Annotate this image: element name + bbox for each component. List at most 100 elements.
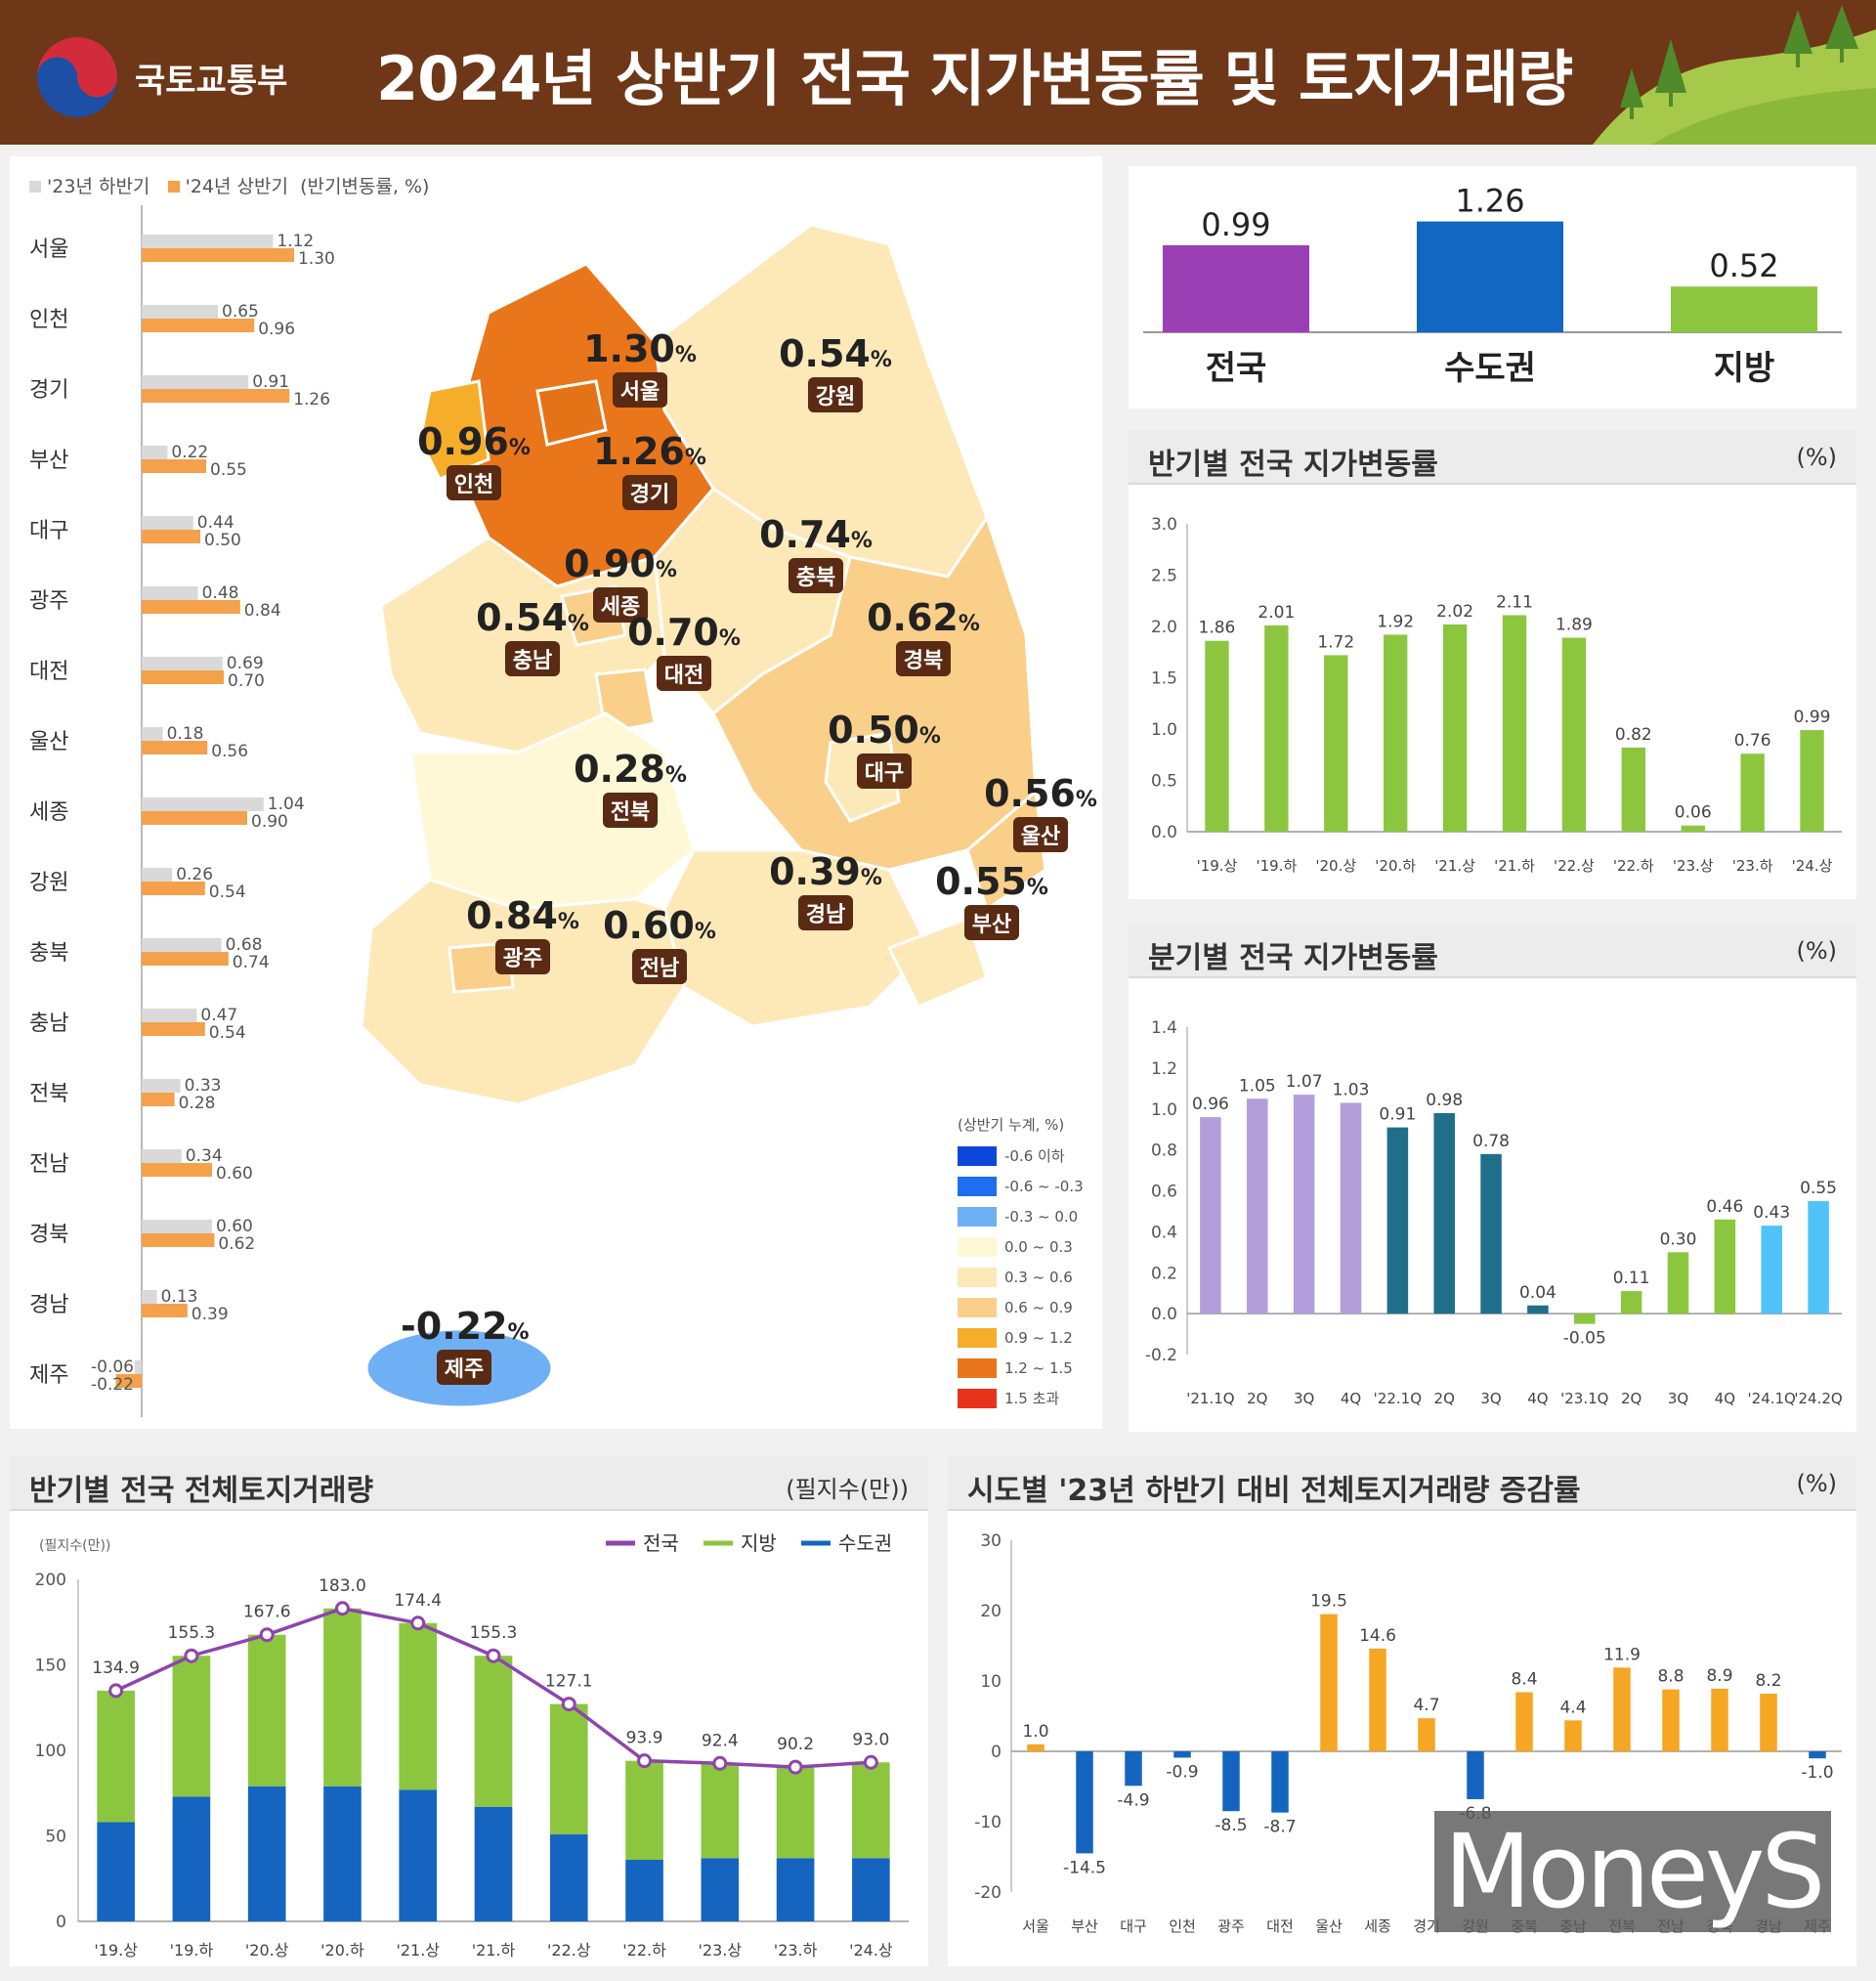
map-label-12: 0.39% 경남: [762, 850, 889, 930]
region-label: 전남: [29, 1152, 68, 1177]
map-value-unit: %: [508, 436, 531, 460]
map-panel: '23년 하반기 '24년 상반기 (반기변동률, %) 서울 1.12 1.30 인…: [10, 156, 1102, 1429]
bar-value-label: 0.43: [1753, 1203, 1790, 1223]
bar-value-label: 1.05: [1239, 1076, 1276, 1096]
total-label: 93.0: [852, 1730, 889, 1749]
bar-prev-label: 0.60: [216, 1217, 253, 1236]
map-labels: 1.30% 서울 0.96% 인천 1.26% 경기 0.54% 강원 0.90% 세종 0.74%…: [342, 166, 1097, 1417]
bar-curr-label: 0.56: [211, 742, 248, 761]
change-unit: (%): [1796, 1470, 1837, 1497]
color-swatch: [958, 1267, 997, 1287]
bar-curr: [142, 811, 247, 825]
region-label: 부산: [29, 449, 68, 473]
bar-curr: [142, 670, 224, 684]
bar-curr: [142, 319, 255, 332]
y-tick-label: 1.5: [1151, 669, 1177, 689]
map-value: -0.22: [401, 1305, 508, 1348]
map-value-unit: %: [694, 920, 716, 944]
bar-prev: [142, 1220, 212, 1233]
color-swatch: [958, 1297, 997, 1317]
color-legend-item: 1.2 ~ 1.5: [958, 1353, 1094, 1383]
map-region-badge: 전남: [631, 949, 688, 984]
national-point: [561, 1697, 576, 1712]
summary-category: 수도권: [1444, 349, 1536, 388]
bar-value-label: 0.55: [1800, 1179, 1837, 1198]
map-region-badge: 광주: [494, 939, 551, 974]
bar-capital: [97, 1822, 135, 1921]
y-tick-label: 100: [35, 1742, 66, 1761]
bar-prev: [142, 657, 223, 670]
bar-value-label: -0.05: [1563, 1329, 1606, 1349]
color-legend-item: 0.3 ~ 0.6: [958, 1262, 1094, 1292]
map-label-8: 0.62% 경북: [860, 596, 987, 676]
bar-curr-label: 0.90: [251, 812, 288, 832]
bar-value-label: 0.82: [1615, 725, 1652, 745]
bar-capital: [625, 1860, 663, 1921]
y-tick-label: 2.5: [1151, 567, 1177, 586]
bar-value-label: 0.76: [1734, 731, 1771, 751]
bar: [1800, 730, 1824, 832]
map-label-14: 0.84% 광주: [459, 894, 586, 974]
map-value-unit: %: [1075, 788, 1097, 812]
bar-prev: [142, 868, 173, 882]
color-swatch: [958, 1145, 997, 1166]
bar-value-label: 8.2: [1755, 1671, 1781, 1691]
bar-prev: [142, 1290, 157, 1304]
map-label-5: 0.74% 충북: [752, 513, 879, 593]
summary-value: 0.52: [1709, 247, 1778, 284]
map-value-unit: %: [507, 1320, 530, 1345]
map-region-badge: 충북: [788, 558, 844, 593]
total-label: 127.1: [545, 1672, 593, 1692]
bar-prev: [142, 305, 218, 319]
x-tick-label: '23.하: [774, 1941, 818, 1959]
watermark: MoneyS: [1434, 1811, 1831, 1932]
bar-prev: [142, 446, 168, 459]
y-tick-label: 30: [980, 1531, 1002, 1551]
bar-value-label: 8.4: [1511, 1670, 1537, 1690]
bar-prev-label: 1.04: [268, 795, 305, 814]
map-value: 0.84: [466, 894, 558, 937]
bar-value-label: 0.11: [1613, 1269, 1650, 1288]
volume-bar-chart: (필지수(만)) 0 50 100 150 200 134.9 '19.상 155.3 '19.하…: [35, 1531, 909, 1959]
map-label-15: 0.60% 전남: [596, 904, 723, 984]
region-label: 충남: [29, 1012, 68, 1036]
bar-value-label: 1.89: [1556, 616, 1593, 635]
y-tick-label: 10: [980, 1672, 1002, 1692]
color-legend-item: -0.3 ~ 0.0: [958, 1201, 1094, 1231]
bar-value-label: 2.11: [1496, 592, 1533, 612]
bar-curr: [115, 1374, 142, 1388]
x-tick-label: 4Q: [1341, 1390, 1361, 1407]
map-label-2: 1.26% 경기: [586, 430, 713, 510]
map-label-1: 0.96% 인천: [410, 420, 537, 500]
bar-regional: [625, 1760, 663, 1860]
x-tick-label: '22.상: [547, 1941, 591, 1959]
map-value-unit: %: [918, 724, 941, 749]
region-label: 광주: [29, 589, 68, 614]
bar-prev-label: 1.12: [277, 232, 314, 251]
map-value-unit: %: [1026, 876, 1048, 900]
color-legend-label: 0.0 ~ 0.3: [1004, 1237, 1073, 1256]
bar-prev: [142, 1009, 197, 1022]
x-tick-label: '21.상: [1434, 857, 1475, 875]
bar-value-label: 1.86: [1199, 619, 1236, 638]
color-legend-title: (상반기 누계, %): [958, 1116, 1065, 1134]
x-tick-label: 2Q: [1621, 1390, 1642, 1407]
legend-label: 지방: [741, 1531, 777, 1555]
color-legend-label: 0.3 ~ 0.6: [1004, 1268, 1073, 1286]
bar-curr: [142, 1093, 175, 1106]
map-value: 1.26: [593, 430, 685, 473]
map-value: 0.54: [779, 332, 871, 375]
bar: [1527, 1305, 1549, 1314]
bar-prev: [142, 516, 193, 530]
bar-prev-label: 0.34: [186, 1146, 223, 1166]
summary-bar: [1671, 286, 1817, 332]
region-label: 충북: [29, 941, 68, 966]
bar-value-label: 2.01: [1258, 603, 1295, 623]
bar: [1761, 1226, 1782, 1314]
bar: [1561, 637, 1587, 832]
bar-value-label: 0.91: [1379, 1105, 1416, 1125]
bar-regional: [701, 1763, 740, 1859]
bar-prev-label: 0.22: [171, 443, 208, 462]
summary-bar: [1417, 221, 1563, 332]
bar: [1621, 747, 1645, 832]
